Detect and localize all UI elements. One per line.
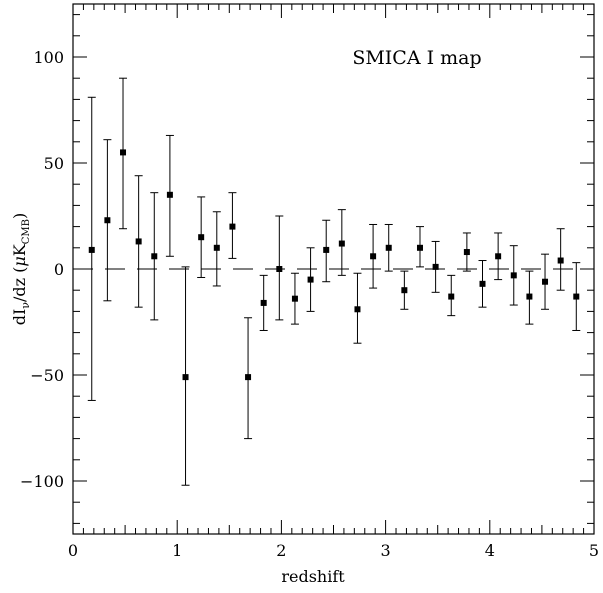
axis-ticks [72, 4, 595, 534]
data-point [182, 374, 189, 381]
data-point [542, 278, 549, 285]
error-bars [87, 77, 581, 486]
y-axis-label: dIν/dz (μKCMB) [10, 213, 32, 326]
data-point [416, 244, 423, 251]
data-point [166, 191, 173, 198]
data-point [198, 234, 205, 241]
x-axis-label: redshift [281, 567, 345, 586]
y-tick-labels: −100 −50 0 50 100 [20, 48, 64, 491]
y-tick-label: 50 [44, 154, 64, 173]
data-point [229, 223, 236, 230]
data-point [338, 240, 345, 247]
data-point [432, 263, 439, 270]
y-label-k: K [10, 243, 29, 256]
y-label-mu: μ [10, 256, 29, 266]
data-point [120, 149, 127, 156]
y-label-prefix: dI [10, 309, 29, 326]
x-tick-label: 5 [589, 541, 599, 560]
data-point [307, 276, 314, 283]
y-tick-label: 0 [54, 260, 64, 279]
data-point [510, 272, 517, 279]
data-point [370, 253, 377, 260]
data-point [573, 293, 580, 300]
y-label-middle: /dz ( [10, 267, 29, 302]
data-point [151, 253, 158, 260]
chart-annotation: SMICA I map [352, 47, 481, 69]
y-tick-label: 100 [33, 48, 64, 67]
data-point [135, 238, 142, 245]
y-label-nu: ν [19, 302, 32, 309]
data-point [276, 266, 283, 272]
data-point [401, 287, 408, 294]
data-point [557, 257, 564, 264]
data-point [104, 217, 111, 224]
data-point [495, 253, 502, 260]
data-point [245, 374, 252, 381]
x-tick-label: 4 [485, 541, 495, 560]
data-point [385, 244, 392, 251]
data-point [88, 246, 95, 253]
y-tick-label: −100 [20, 472, 64, 491]
data-point [323, 246, 330, 253]
data-point [213, 244, 220, 251]
data-point [479, 280, 486, 287]
data-point [354, 306, 361, 313]
x-tick-label: 1 [172, 541, 182, 560]
data-point [291, 295, 298, 302]
y-tick-label: −50 [30, 366, 64, 385]
data-point [448, 293, 455, 300]
data-point [526, 293, 533, 300]
y-label-suffix: ) [10, 213, 29, 219]
data-markers [88, 149, 580, 381]
x-tick-label: 2 [276, 541, 286, 560]
x-tick-label: 3 [381, 541, 391, 560]
x-tick-label: 0 [68, 541, 78, 560]
data-point [260, 299, 267, 306]
data-point [463, 249, 470, 256]
x-tick-labels: 0 1 2 3 4 5 [68, 541, 599, 560]
y-label-sub: CMB [21, 219, 32, 244]
